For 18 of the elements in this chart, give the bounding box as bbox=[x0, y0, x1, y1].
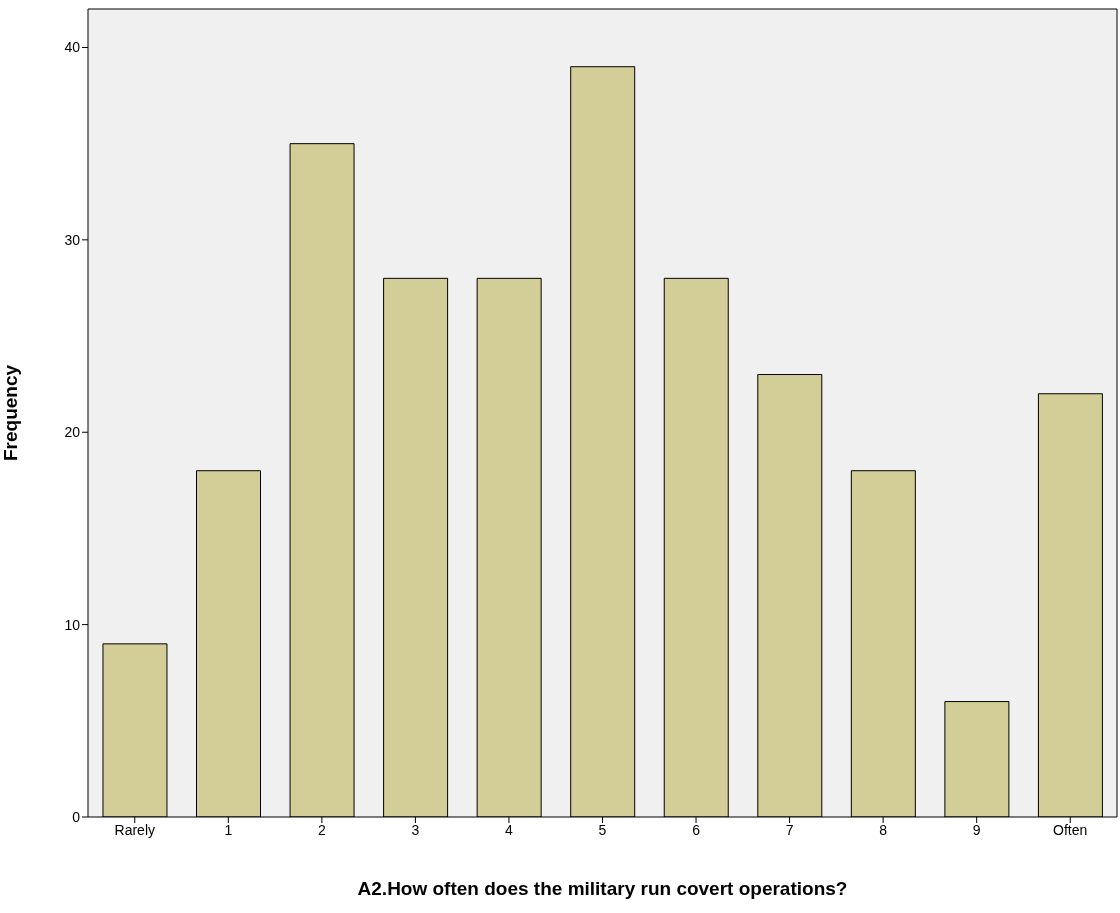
x-tick-label: 1 bbox=[224, 821, 233, 838]
y-axis-title: Frequency bbox=[0, 364, 21, 462]
x-tick-label: 7 bbox=[785, 821, 794, 838]
x-tick-label: 5 bbox=[598, 821, 607, 838]
x-tick-label: 3 bbox=[411, 821, 420, 838]
x-tick-label: 2 bbox=[317, 821, 326, 838]
x-tick-label: Rarely bbox=[114, 821, 156, 838]
x-tick-label: 6 bbox=[692, 821, 701, 838]
y-tick-label: 20 bbox=[64, 424, 81, 441]
y-tick-label: 40 bbox=[64, 39, 81, 56]
x-tick-label: 8 bbox=[879, 821, 888, 838]
x-tick-label: Often bbox=[1053, 821, 1088, 838]
x-tick-label: 9 bbox=[972, 821, 981, 838]
y-tick-label: 10 bbox=[64, 616, 81, 633]
x-tick-label: 4 bbox=[505, 821, 514, 838]
x-axis-title: A2.How often does the military run covert operations? bbox=[357, 878, 848, 899]
y-tick-label: 30 bbox=[64, 231, 81, 248]
y-tick-label: 0 bbox=[72, 808, 81, 825]
